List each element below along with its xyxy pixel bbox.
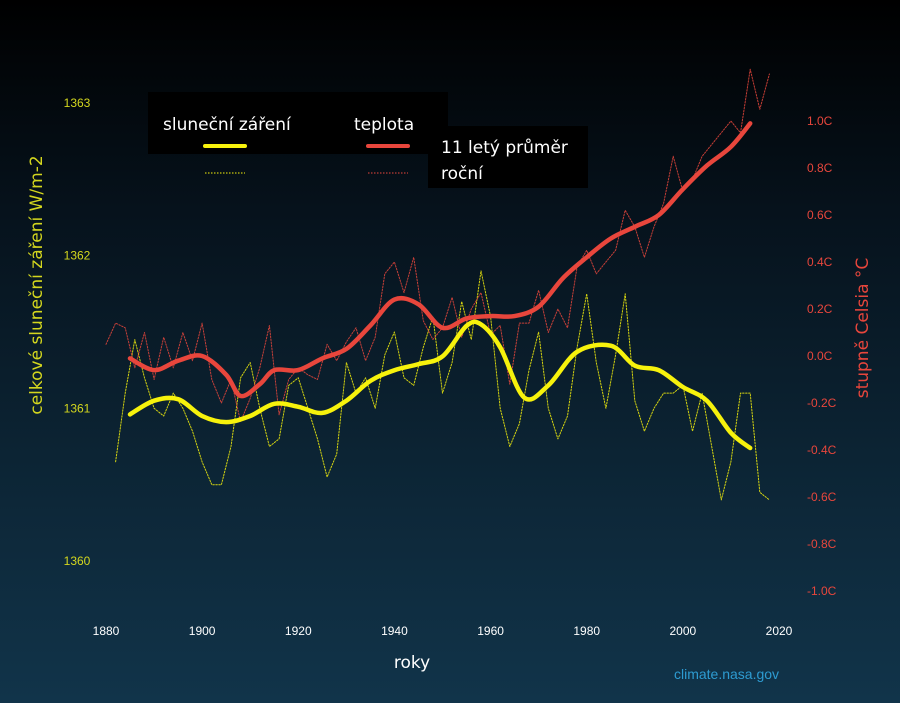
solar-average-line (127, 319, 753, 451)
right-y-tick-label: 0.4C (807, 255, 833, 269)
temperature-annual-line (105, 68, 770, 423)
x-tick-label: 2020 (766, 624, 793, 638)
x-tick-label: 2000 (670, 624, 697, 638)
left-y-tick-label: 1360 (64, 554, 91, 568)
legend: sluneční záření teplota 11 letý průměr r… (163, 115, 568, 184)
right-y-tick-label: 0.0C (807, 349, 833, 363)
legend-background-2 (428, 126, 588, 188)
right-y-tick-label: 0.2C (807, 302, 833, 316)
right-y-tick-label: 0.6C (807, 208, 833, 222)
x-tick-label: 1980 (573, 624, 600, 638)
left-axis-title: celkové sluneční záření W/m-2 (27, 155, 47, 414)
average-series-layer (127, 121, 753, 451)
right-y-tick-label: -1.0C (807, 584, 837, 598)
credit-text: climate.nasa.gov (674, 666, 779, 682)
left-y-tick-label: 1361 (64, 401, 91, 415)
right-y-tick-label: -0.6C (807, 490, 837, 504)
solar-annual-line (115, 270, 770, 501)
right-y-tick-label: 1.0C (807, 114, 833, 128)
right-y-tick-label: 0.8C (807, 161, 833, 175)
right-axis-title: stupně Celsia °C (853, 258, 873, 399)
legend-background (148, 92, 448, 154)
temperature-average-line (127, 121, 753, 399)
x-tick-label: 1880 (93, 624, 120, 638)
left-y-tick-label: 1362 (64, 249, 91, 263)
tick-label-layer: 1880 1900 1920 1940 1960 1980 2000 2020 1360 1361… (64, 96, 837, 638)
x-axis-title: roky (394, 653, 430, 673)
legend-label-annual: roční (441, 164, 484, 184)
x-tick-label: 1920 (285, 624, 312, 638)
right-y-tick-label: -0.8C (807, 537, 837, 551)
right-y-tick-label: -0.4C (807, 443, 837, 457)
legend-label-average: 11 letý průměr (441, 138, 568, 158)
x-tick-label: 1900 (189, 624, 216, 638)
left-y-tick-label: 1363 (64, 96, 91, 110)
legend-label-temperature: teplota (354, 115, 414, 135)
annual-series-layer (105, 68, 770, 501)
x-tick-label: 1940 (381, 624, 408, 638)
legend-label-solar: sluneční záření (163, 115, 292, 135)
right-y-tick-label: -0.2C (807, 396, 837, 410)
x-tick-label: 1960 (477, 624, 504, 638)
